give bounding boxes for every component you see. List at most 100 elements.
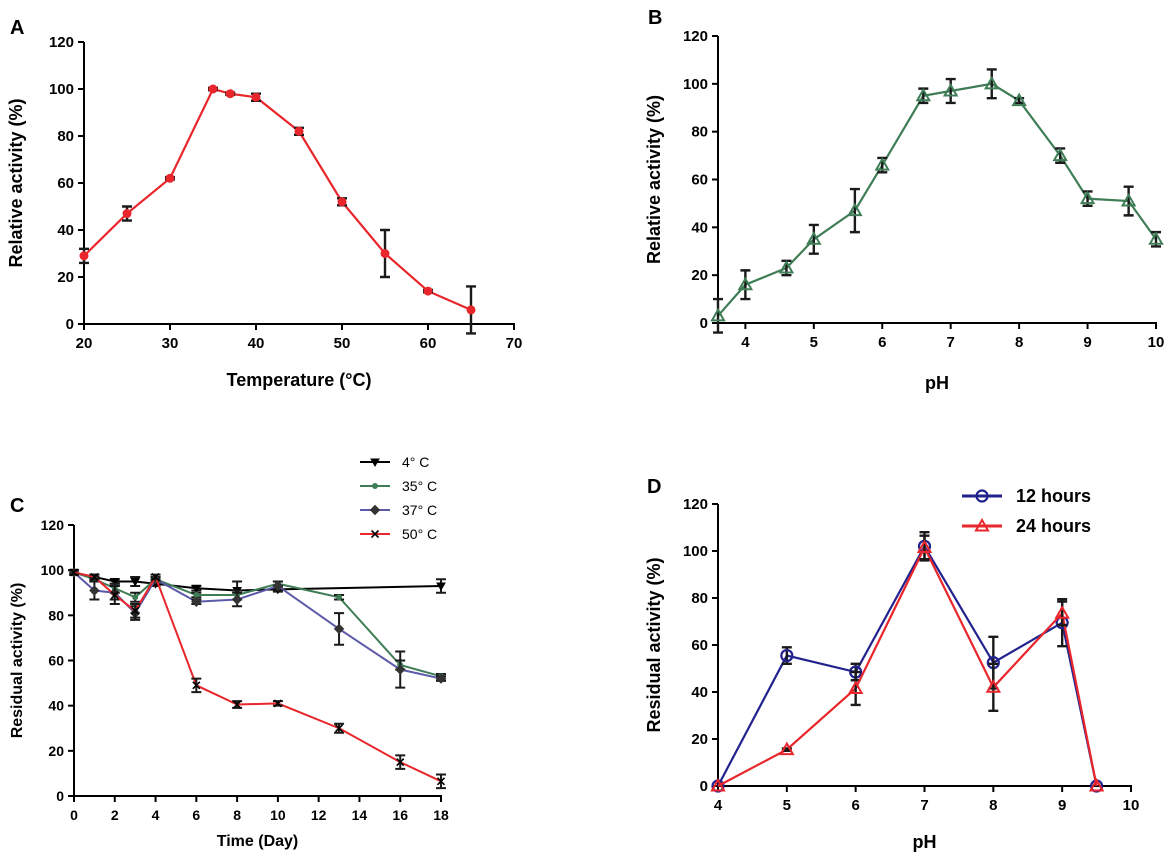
error-bar [1014,96,1025,105]
data-point [396,758,405,767]
data-point [1120,193,1137,207]
x-axis-label: Temperature (°C) [227,370,372,390]
y-tick-label: 120 [41,517,65,533]
error-bar [988,662,999,712]
series-line [717,82,1157,317]
data-point [122,209,132,219]
data-point [131,606,140,615]
y-tick-label: 0 [66,316,74,333]
y-axis-label: Residual activity (%) [9,583,26,739]
y-tick-label: 0 [700,778,708,795]
x-tick-label: 40 [248,335,265,352]
data-point [1148,231,1164,245]
x-tick-label: 8 [1015,334,1023,351]
x-tick-label: 14 [352,807,368,823]
data-point [380,249,390,258]
legend-marker [369,504,381,516]
x-tick-label: 10 [1148,334,1165,351]
x-tick-label: 7 [920,797,928,814]
series-3 [68,567,447,689]
x-tick-label: 30 [162,335,179,352]
x-tick-label: 16 [392,807,408,823]
legend-label: 35° C [402,478,437,494]
x-tick-label: 4 [741,334,750,351]
legend-label: 4° C [402,454,429,470]
data-point [780,648,794,663]
y-tick-label: 80 [691,124,708,141]
error-bar [1123,185,1134,217]
y-tick-label: 120 [49,34,74,51]
data-point [942,82,959,97]
series-4 [69,568,446,790]
series-1 [710,68,1164,334]
y-tick-label: 120 [683,496,708,513]
legend: 4° C 35° C 37° C 50° C [360,454,437,542]
data-point [273,699,282,708]
y-tick-label: 80 [57,128,74,145]
y-tick-label: 80 [691,590,708,607]
data-point [847,680,864,694]
data-point [779,741,795,756]
data-point [272,580,284,592]
data-point [333,623,345,635]
data-point [1054,605,1070,619]
y-tick-label: 100 [683,76,708,93]
series-1 [79,84,476,335]
data-point [110,590,119,600]
data-point [90,572,99,582]
y-tick-label: 60 [48,653,64,669]
error-bar [986,68,997,100]
data-point [130,577,141,587]
y-tick-label: 40 [48,698,64,714]
data-point [251,92,261,102]
data-point [225,89,235,99]
data-point [436,582,446,591]
panel-b-chart: B 0 20 40 60 80 100 120 4 5 6 7 8 9 10 pH Relative activ… [644,7,1164,393]
series-1 [69,568,446,601]
error-bar [713,297,723,334]
data-point [423,286,433,296]
y-tick-label: 20 [48,743,64,759]
error-bar [849,187,860,234]
data-point [874,157,890,171]
y-tick-label: 0 [56,788,64,804]
data-point [806,231,822,245]
x-tick-label: 6 [878,334,886,351]
data-point [192,681,201,690]
x-tick-label: 5 [810,334,818,351]
legend-marker [975,489,989,503]
series-1 [711,531,1104,793]
data-point [395,664,406,675]
series-line [73,571,442,592]
data-point [847,202,863,217]
x-tick-label: 10 [1123,797,1140,814]
x-tick-label: 2 [111,807,119,823]
data-point [737,276,754,291]
legend: 12 hours 24 hours [962,486,1091,536]
y-tick-label: 80 [48,607,64,623]
x-tick-label: 4 [714,797,723,814]
data-point [915,87,932,102]
data-point [466,305,476,315]
x-tick-label: 6 [851,797,859,814]
x-tick-label: 6 [192,807,200,823]
x-tick-label: 60 [420,335,437,352]
x-tick-label: 9 [1058,797,1066,814]
data-point [334,724,344,733]
legend-label: 24 hours [1016,516,1091,536]
data-point [435,673,447,684]
legend-marker [370,529,380,539]
legend-marker [974,517,990,532]
x-tick-label: 8 [233,807,241,823]
data-point [710,777,726,792]
x-tick-label: 8 [989,797,997,814]
data-point [191,584,202,594]
data-point [191,596,202,607]
x-axis-label: pH [913,832,937,852]
y-tick-label: 40 [691,684,708,701]
y-tick-label: 60 [691,172,708,189]
data-point [336,594,343,601]
data-point [151,572,160,582]
